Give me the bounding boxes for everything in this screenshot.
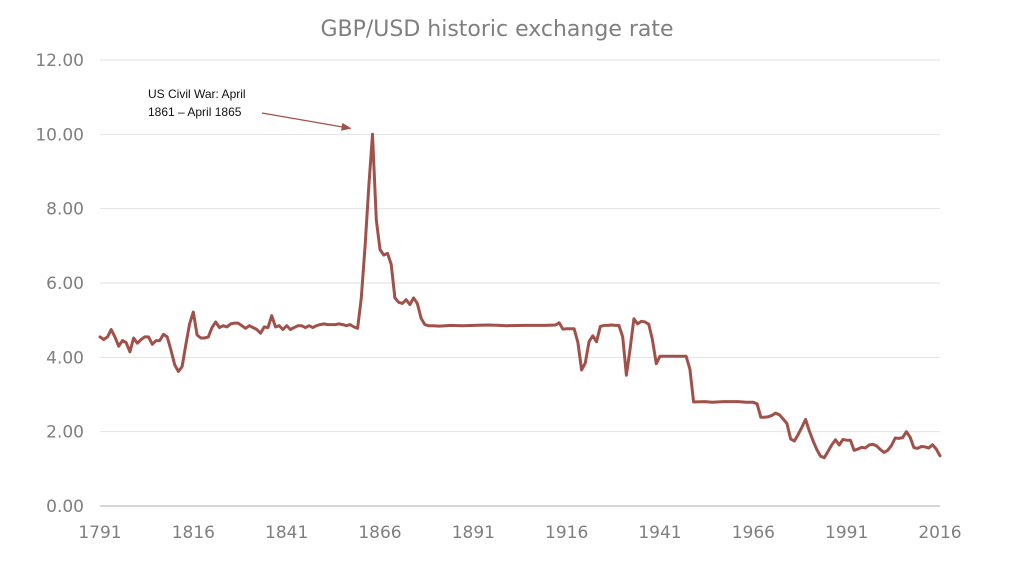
annotation-arrow [261, 112, 352, 131]
x-tick-label: 2016 [918, 523, 961, 543]
annotation-text-line-1: US Civil War: April [148, 87, 246, 101]
x-tick-label: 1941 [638, 523, 681, 543]
x-tick-label: 1841 [265, 523, 308, 543]
x-axis-ticks: 1791 1816 1841 1866 1891 1916 1941 1966 1991 2016 [78, 523, 961, 543]
y-tick-label: 10.00 [35, 125, 84, 145]
x-tick-label: 1966 [732, 523, 775, 543]
x-tick-label: 1816 [172, 523, 215, 543]
y-axis-ticks: 0.00 2.00 4.00 6.00 8.00 10.00 12.00 [35, 51, 84, 517]
x-tick-label: 1791 [78, 523, 121, 543]
x-tick-label: 1891 [452, 523, 495, 543]
x-tick-label: 1991 [825, 523, 868, 543]
y-tick-label: 0.00 [46, 497, 84, 517]
series-line-gbp-usd [98, 132, 942, 460]
x-tick-label: 1866 [358, 523, 401, 543]
y-tick-label: 6.00 [46, 274, 84, 294]
y-tick-label: 12.00 [35, 51, 84, 71]
annotation-text-line-2: 1861 – April 1865 [148, 105, 242, 119]
x-tick-label: 1916 [545, 523, 588, 543]
chart-title: GBP/USD historic exchange rate [320, 17, 673, 42]
y-tick-label: 4.00 [46, 348, 84, 368]
y-tick-label: 8.00 [46, 200, 84, 220]
y-tick-label: 2.00 [46, 423, 84, 443]
civil-war-annotation: US Civil War: April 1861 – April 1865 [148, 87, 352, 131]
